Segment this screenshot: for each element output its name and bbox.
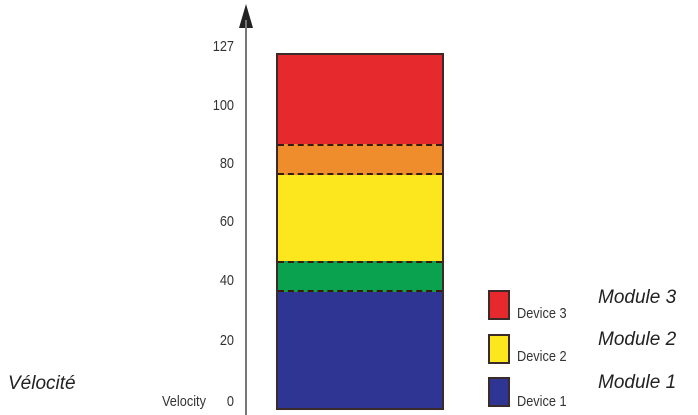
legend-module-3: Module 3: [598, 287, 677, 308]
tick-20: 20: [219, 332, 234, 349]
segment-overlap-1-2: [278, 261, 442, 292]
legend-module-1: Module 1: [598, 372, 677, 393]
tick-100: 100: [212, 97, 234, 114]
velocity-bar: [276, 53, 444, 410]
legend-module-2: Module 2: [598, 329, 677, 350]
tick-60: 60: [219, 213, 234, 230]
segment-overlap-2-3: [278, 144, 442, 175]
legend-label-device-1: Device 1: [517, 393, 567, 410]
segment-device-3: [278, 55, 442, 146]
tick-80: 80: [219, 155, 234, 172]
tick-127: 127: [212, 38, 234, 55]
axis-line: [245, 20, 247, 415]
legend-swatch-device-1: [488, 377, 510, 407]
axis-arrow-icon: [239, 4, 253, 28]
legend-label-device-2: Device 2: [517, 348, 567, 365]
legend-swatch-device-2: [488, 334, 510, 364]
axis-label: Velocity: [162, 393, 206, 410]
segment-device-2: [278, 175, 442, 263]
segment-device-1: [278, 292, 442, 408]
tick-40: 40: [219, 272, 234, 289]
tick-0: 0: [226, 393, 234, 410]
axis-label-french: Vélocité: [8, 373, 76, 394]
legend-swatch-device-3: [488, 290, 510, 320]
legend-label-device-3: Device 3: [517, 305, 567, 322]
